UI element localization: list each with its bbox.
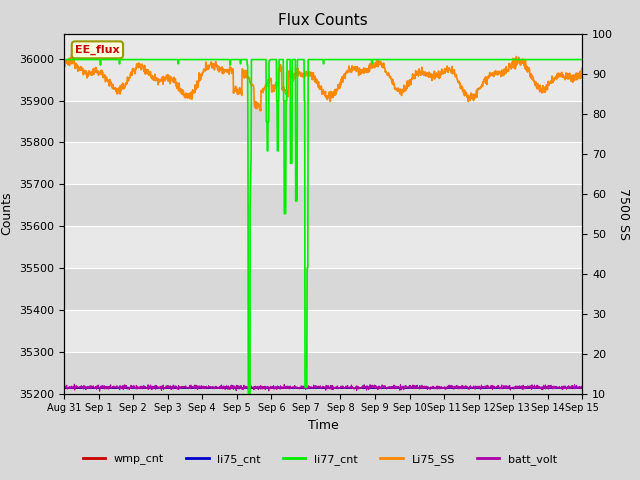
Bar: [64, 101, 582, 143]
Bar: [64, 59, 582, 101]
Title: Flux Counts: Flux Counts: [278, 13, 368, 28]
X-axis label: Time: Time: [308, 419, 339, 432]
Y-axis label: 7500 SS: 7500 SS: [617, 188, 630, 240]
Y-axis label: Counts: Counts: [1, 192, 13, 235]
Text: EE_flux: EE_flux: [75, 45, 120, 55]
Bar: [64, 352, 582, 394]
Bar: [64, 184, 582, 226]
Bar: [64, 143, 582, 184]
Legend: wmp_cnt, li75_cnt, li77_cnt, Li75_SS, batt_volt: wmp_cnt, li75_cnt, li77_cnt, Li75_SS, ba…: [78, 450, 562, 469]
Bar: [64, 310, 582, 352]
Bar: [64, 226, 582, 268]
Bar: [64, 268, 582, 310]
